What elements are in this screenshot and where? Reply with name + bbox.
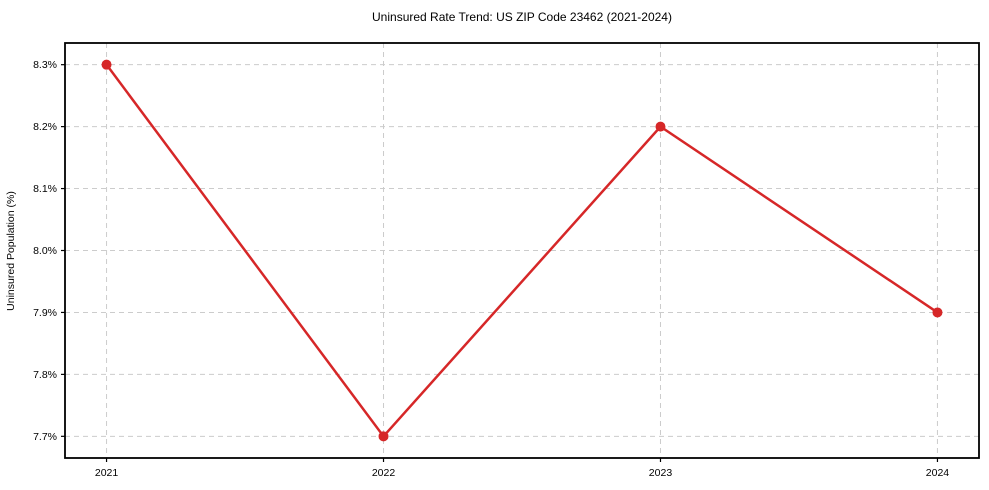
plot-frame bbox=[64, 42, 980, 459]
y-tick-label: 8.2% bbox=[33, 121, 57, 133]
trend-line bbox=[105, 63, 939, 438]
tick-marks bbox=[61, 64, 939, 462]
data-point bbox=[101, 59, 112, 70]
data-point bbox=[932, 307, 943, 318]
y-tick-label: 8.3% bbox=[33, 59, 57, 71]
axes-box bbox=[64, 42, 980, 459]
gridlines bbox=[65, 43, 979, 458]
y-tick-label: 7.8% bbox=[33, 369, 57, 381]
y-tick-label: 7.9% bbox=[33, 307, 57, 319]
chart-title: Uninsured Rate Trend: US ZIP Code 23462 … bbox=[372, 10, 672, 24]
tick-labels: 7.7% 7.8% 7.9% 8.0% 8.1% 8.2% 8.3% 2021 2022 2023… bbox=[33, 59, 949, 479]
y-tick-label: 8.1% bbox=[33, 183, 57, 195]
data-point bbox=[378, 431, 389, 442]
data-series bbox=[101, 59, 943, 442]
x-tick-label: 2023 bbox=[649, 467, 673, 479]
data-point bbox=[655, 121, 666, 132]
y-tick-label: 8.0% bbox=[33, 245, 57, 257]
x-tick-label: 2022 bbox=[372, 467, 396, 479]
y-axis-label: Uninsured Population (%) bbox=[5, 191, 17, 311]
x-tick-label: 2024 bbox=[926, 467, 950, 479]
y-tick-label: 7.7% bbox=[33, 431, 57, 443]
x-tick-label: 2021 bbox=[95, 467, 119, 479]
